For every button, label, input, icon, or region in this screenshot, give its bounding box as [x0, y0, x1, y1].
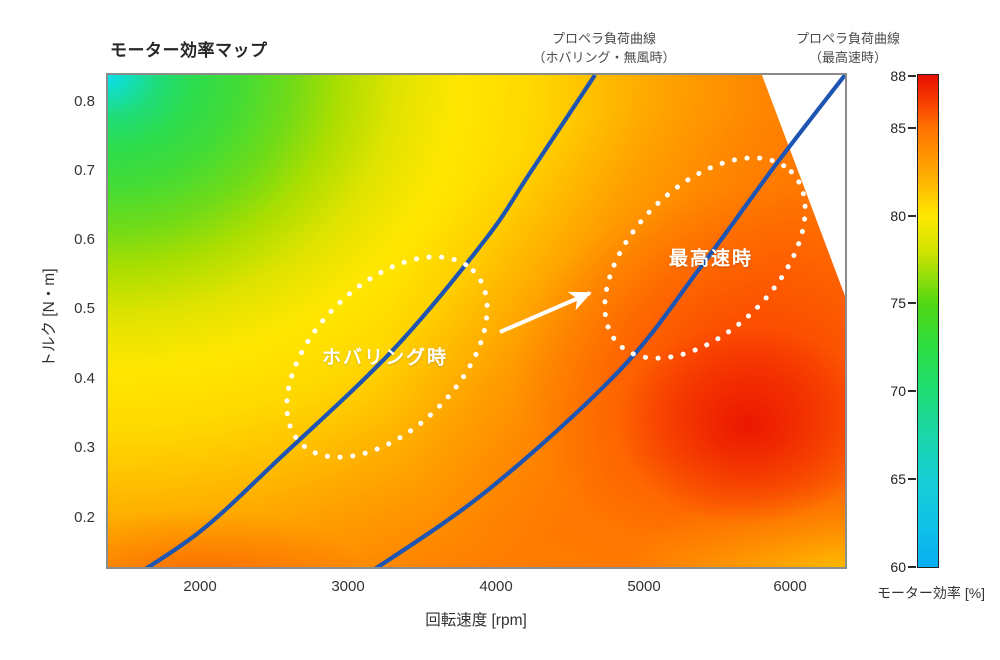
colorbar-tick-60: 60 — [890, 559, 906, 575]
hover-region-ellipse — [284, 254, 490, 460]
max-region-ellipse — [602, 155, 808, 361]
hover-region-label: ホバリング時 — [321, 347, 449, 369]
colorbar-tick-75: 75 — [890, 295, 906, 311]
y-tick-0.2: 0.2 — [74, 509, 95, 526]
colorbar-tick-70: 70 — [890, 383, 906, 399]
propeller-load-curve-hover — [144, 75, 597, 567]
x-tick-4000: 4000 — [479, 578, 513, 595]
y-tick-0.6: 0.6 — [74, 231, 95, 248]
no-data-wedge — [762, 75, 845, 296]
y-tick-0.8: 0.8 — [74, 93, 95, 110]
plot-overlay — [144, 75, 845, 567]
y-axis-label: トルク [N・m] — [41, 268, 58, 368]
x-tick-6000: 6000 — [773, 578, 807, 595]
colorbar-label: モーター効率 [%] — [876, 585, 986, 601]
efficiency-colorbar — [917, 74, 939, 568]
propeller-load-curve-max — [374, 75, 845, 567]
y-tick-0.3: 0.3 — [74, 439, 95, 456]
x-tick-3000: 3000 — [331, 578, 365, 595]
max-curve-annotation: プロペラ負荷曲線 （最高速時） — [796, 30, 900, 68]
y-tick-0.5: 0.5 — [74, 300, 95, 317]
max-curve-annotation-line1: プロペラ負荷曲線 — [795, 31, 901, 46]
y-tick-0.7: 0.7 — [74, 162, 95, 179]
x-axis-label: 回転速度 [rpm] — [425, 612, 527, 629]
colorbar-dash-60 — [908, 566, 916, 568]
colorbar-dash-75 — [908, 302, 916, 304]
x-tick-5000: 5000 — [627, 578, 661, 595]
colorbar-tick-80: 80 — [890, 208, 906, 224]
colorbar-dash-88 — [908, 75, 916, 77]
colorbar-dash-80 — [908, 215, 916, 217]
colorbar-dash-85 — [908, 127, 916, 129]
efficiency-heatmap — [108, 75, 845, 567]
transition-arrow — [499, 291, 592, 334]
y-tick-0.4: 0.4 — [74, 370, 95, 387]
x-tick-2000: 2000 — [183, 578, 217, 595]
hover-curve-annotation-line1: プロペラ負荷曲線 — [551, 31, 657, 46]
colorbar-tick-65: 65 — [890, 471, 906, 487]
colorbar-tick-88: 88 — [890, 68, 906, 84]
max-curve-annotation-line2: （最高速時） — [808, 49, 888, 65]
colorbar-tick-85: 85 — [890, 120, 906, 136]
colorbar-dash-70 — [908, 390, 916, 392]
hover-curve-annotation-line2: （ホバリング・無風時） — [532, 49, 676, 65]
hover-curve-annotation: プロペラ負荷曲線 （ホバリング・無風時） — [532, 30, 675, 68]
plot-area — [106, 73, 847, 569]
chart-title: モーター効率マップ — [110, 41, 268, 60]
colorbar-dash-65 — [908, 478, 916, 480]
max-region-label: 最高速時 — [668, 248, 754, 270]
